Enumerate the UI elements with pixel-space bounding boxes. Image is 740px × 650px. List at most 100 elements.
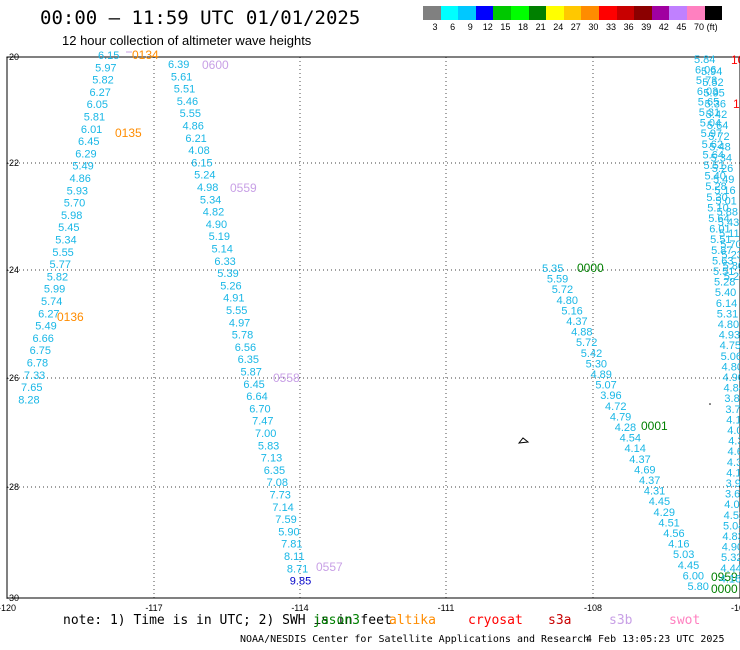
wave-height-label: 4.37 <box>629 454 650 466</box>
wave-height-label: 5.42 <box>706 109 727 121</box>
wave-height-label: 7.14 <box>272 502 293 514</box>
wave-height-label: 5.51 <box>710 234 731 246</box>
wave-height-label: 7.33 <box>24 370 45 382</box>
wave-height-label: 4.72 <box>605 401 626 413</box>
wave-height-label: 4.90 <box>722 542 740 554</box>
wave-height-label: 5.63 <box>712 255 733 267</box>
generated-timestamp: 4 Feb 13:05:23 UTC 2025 <box>586 634 725 645</box>
wave-height-label: 4.16 <box>726 414 740 426</box>
wave-height-label: 5.23 <box>721 250 740 262</box>
pass-time-label: 1 <box>733 97 740 111</box>
wave-height-label: 6.64 <box>246 391 267 403</box>
wave-height-label: 6.05 <box>87 99 108 111</box>
wave-height-label: 5.64 <box>707 120 728 132</box>
wave-height-label: 4.16 <box>720 573 740 585</box>
wave-height-label: 3.63 <box>725 489 740 501</box>
wave-height-label: 5.34 <box>200 194 221 206</box>
wave-height-label: 5.42 <box>581 348 602 360</box>
wave-height-label: 5.24 <box>194 170 215 182</box>
wave-height-label: 5.72 <box>576 337 597 349</box>
legend-swatch <box>669 6 687 20</box>
legend-swatch <box>475 6 494 20</box>
wave-height-label: 5.30 <box>586 358 607 370</box>
wave-height-label: 5.77 <box>50 259 71 271</box>
lon-tick-label: -105 <box>731 603 740 613</box>
island-dot <box>709 403 711 405</box>
page-title: 00:00 — 11:59 UTC 01/01/2025 <box>40 7 361 29</box>
wave-height-label: 6.15 <box>191 157 212 169</box>
wave-height-label: 3.96 <box>600 390 621 402</box>
wave-height-label: 7.47 <box>252 416 273 428</box>
legend-swatch <box>598 6 617 20</box>
wave-height-label: 7.73 <box>270 490 291 502</box>
wave-height-label: 5.29 <box>724 271 740 283</box>
wave-height-label: 4.86 <box>183 121 204 133</box>
legend-swatch <box>581 6 599 20</box>
lon-tick-label: -117 <box>145 603 162 613</box>
wave-height-label: 5.82 <box>92 75 113 87</box>
wave-height-label: 5.43 <box>718 217 739 229</box>
wave-height-label: 4.29 <box>654 507 675 519</box>
wave-height-label: 5.70 <box>720 239 740 251</box>
legend-swatch <box>423 6 441 20</box>
wave-height-label: 5.81 <box>84 112 105 124</box>
wave-height-label: 6.35 <box>264 465 285 477</box>
wave-height-label: 4.80 <box>557 295 578 307</box>
sat-label-s3b: s3b <box>609 613 633 628</box>
pass-time-label: 0001 <box>641 419 668 433</box>
wave-height-label: 7.65 <box>21 382 42 394</box>
wave-height-label: 5.04 <box>700 118 721 130</box>
wave-height-label: 5.10 <box>707 202 728 214</box>
legend-swatch <box>686 6 705 20</box>
wave-height-label: 6.35 <box>238 354 259 366</box>
wave-height-label: 4.98 <box>197 182 218 194</box>
wave-height-label: 5.35 <box>542 263 563 275</box>
pass-time-label: 0135 <box>115 126 142 140</box>
wave-height-label: 5.26 <box>712 163 733 175</box>
legend-swatch <box>493 6 511 20</box>
wave-height-label: 5.49 <box>713 174 734 186</box>
wave-height-label: 6.01 <box>709 224 730 236</box>
wave-height-label: 5.70 <box>64 198 85 210</box>
wave-height-label: 5.97 <box>95 62 116 74</box>
lon-tick-label: -111 <box>438 603 455 613</box>
legend-swatch <box>528 6 547 20</box>
wave-height-label: 6.66 <box>32 333 53 345</box>
wave-height-label: 5.51 <box>704 160 725 172</box>
wave-height-label: 4.31 <box>644 486 665 498</box>
wave-height-label: 6.78 <box>27 358 48 370</box>
wave-height-label: 4.54 <box>620 433 641 445</box>
wave-height-label: 4.69 <box>728 446 740 458</box>
wave-height-label: 4.05 <box>727 425 740 437</box>
legend-label: 12 <box>482 22 493 32</box>
wave-height-label: 4.56 <box>663 528 684 540</box>
wave-height-label: 5.49 <box>35 321 56 333</box>
wave-height-label: 4.51 <box>658 517 679 529</box>
wave-height-label: 5.72 <box>552 284 573 296</box>
wave-height-label: 4.30 <box>728 436 740 448</box>
wave-height-label: 5.80 <box>723 260 740 272</box>
legend-label: 39 <box>641 22 652 32</box>
wave-height-label: 5.51 <box>713 266 734 278</box>
footer-note: note: 1) Time is in UTC; 2) SWH is in fe… <box>63 613 392 628</box>
wave-height-label: 4.97 <box>229 317 250 329</box>
wave-height-label: 5.98 <box>61 210 82 222</box>
wave-height-label: 7.13 <box>261 453 282 465</box>
pass-time-label: 0557 <box>316 560 343 574</box>
legend-label: 15 <box>500 22 511 32</box>
wave-height-label: 5.80 <box>688 581 709 593</box>
sat-label-jason3: jason3 <box>313 613 360 628</box>
wave-height-label: 8.71 <box>287 563 308 575</box>
pass-time-label: 0558 <box>273 371 300 385</box>
legend-label: 9 <box>467 22 473 32</box>
wave-height-label: 7.81 <box>281 539 302 551</box>
wave-height-label: 6.27 <box>89 87 110 99</box>
wave-height-label: 4.84 <box>723 383 740 395</box>
wave-height-label: 5.59 <box>547 274 568 286</box>
pass-time-label: 0000 <box>711 582 738 596</box>
legend-label: 27 <box>570 22 581 32</box>
wave-height-label: 4.80 <box>722 361 740 373</box>
sat-label-altika: altika <box>389 613 436 628</box>
page-subtitle: 12 hour collection of altimeter wave hei… <box>62 33 312 48</box>
wave-height-label: 4.45 <box>678 560 699 572</box>
